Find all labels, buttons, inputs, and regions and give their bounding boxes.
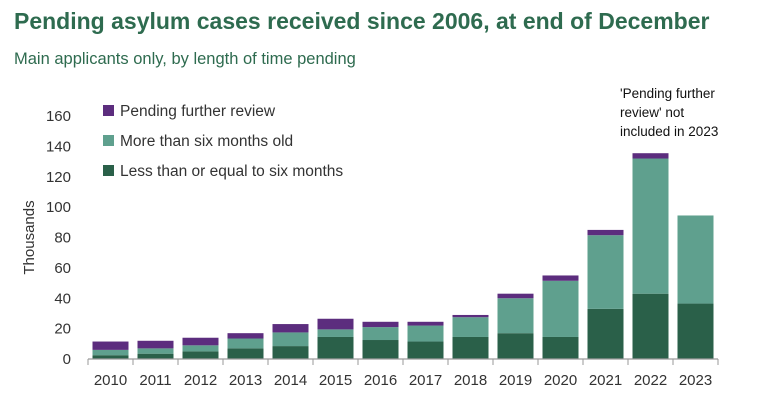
bar-2012-series-1 xyxy=(182,345,219,352)
bar-2012-series-2 xyxy=(182,337,219,346)
bar-2020-series-1 xyxy=(542,280,579,337)
chart-title: Pending asylum cases received since 2006… xyxy=(14,8,710,34)
y-tick-label: 60 xyxy=(54,260,71,277)
y-tick-label: 80 xyxy=(54,230,71,247)
bar-2022-series-0 xyxy=(632,293,669,359)
y-tick-label: 100 xyxy=(46,199,71,216)
legend-swatch xyxy=(103,165,114,176)
bar-2019-series-2 xyxy=(497,293,534,299)
y-tick-label: 20 xyxy=(54,321,71,338)
chart-subtitle: Main applicants only, by length of time … xyxy=(14,50,356,68)
bar-2019-series-1 xyxy=(497,298,534,334)
x-tick-label: 2022 xyxy=(634,372,667,389)
bar-2015-series-0 xyxy=(317,336,354,359)
bar-2013-series-0 xyxy=(227,348,264,359)
legend-label: Less than or equal to six months xyxy=(120,163,343,180)
bar-2014-series-1 xyxy=(272,332,309,347)
bar-2013-series-1 xyxy=(227,338,264,349)
y-tick-label: 160 xyxy=(46,108,71,125)
y-tick-label: 0 xyxy=(63,351,71,368)
bar-2020-series-0 xyxy=(542,336,579,359)
bar-2017-series-2 xyxy=(407,321,444,326)
bar-2011-series-1 xyxy=(137,348,174,354)
bar-2014-series-2 xyxy=(272,324,309,333)
bar-2021-series-2 xyxy=(587,229,624,236)
x-tick-label: 2017 xyxy=(409,372,442,389)
bar-2022-series-1 xyxy=(632,158,669,294)
annotation-text: 'Pending further xyxy=(620,86,715,101)
annotation-text: included in 2023 xyxy=(620,124,718,139)
bar-2011-series-2 xyxy=(137,340,174,349)
x-tick-label: 2018 xyxy=(454,372,487,389)
bar-2023-series-1 xyxy=(677,215,714,304)
bar-2010-series-1 xyxy=(92,349,129,356)
x-tick-label: 2010 xyxy=(94,372,127,389)
bar-2013-series-2 xyxy=(227,333,264,339)
bar-2022-series-2 xyxy=(632,153,669,159)
x-tick-label: 2012 xyxy=(184,372,217,389)
bar-2011-series-0 xyxy=(137,353,174,359)
bar-2015-series-2 xyxy=(317,318,354,330)
y-axis-label: Thousands xyxy=(21,200,38,274)
bar-2017-series-1 xyxy=(407,325,444,342)
bar-2016-series-1 xyxy=(362,327,399,341)
x-tick-label: 2014 xyxy=(274,372,307,389)
x-tick-label: 2015 xyxy=(319,372,352,389)
x-tick-label: 2016 xyxy=(364,372,397,389)
bar-2010-series-0 xyxy=(92,355,129,359)
bar-2016-series-0 xyxy=(362,340,399,359)
legend-label: Pending further review xyxy=(120,103,276,120)
x-tick-label: 2013 xyxy=(229,372,262,389)
y-tick-label: 40 xyxy=(54,290,71,307)
bar-2010-series-2 xyxy=(92,341,129,350)
x-tick-label: 2021 xyxy=(589,372,622,389)
bar-2018-series-1 xyxy=(452,317,489,337)
bar-2019-series-0 xyxy=(497,333,534,359)
y-tick-label: 120 xyxy=(46,169,71,186)
bar-2017-series-0 xyxy=(407,341,444,359)
legend-swatch xyxy=(103,135,114,146)
x-tick-label: 2011 xyxy=(139,372,171,389)
bar-2018-series-2 xyxy=(452,314,489,318)
bar-2018-series-0 xyxy=(452,336,489,359)
annotation-text: review' not xyxy=(620,105,684,120)
x-tick-label: 2020 xyxy=(544,372,577,389)
bar-2012-series-0 xyxy=(182,351,219,359)
bar-2021-series-0 xyxy=(587,308,624,359)
bar-2021-series-1 xyxy=(587,235,624,309)
x-tick-label: 2023 xyxy=(679,372,712,389)
bar-2023-series-0 xyxy=(677,303,714,359)
legend-label: More than six months old xyxy=(120,133,293,150)
bar-2016-series-2 xyxy=(362,321,399,328)
y-tick-label: 140 xyxy=(46,138,71,155)
x-tick-label: 2019 xyxy=(499,372,532,389)
bar-2015-series-1 xyxy=(317,329,354,337)
bar-2020-series-2 xyxy=(542,275,579,281)
legend-swatch xyxy=(103,105,114,116)
bar-2014-series-0 xyxy=(272,346,309,359)
